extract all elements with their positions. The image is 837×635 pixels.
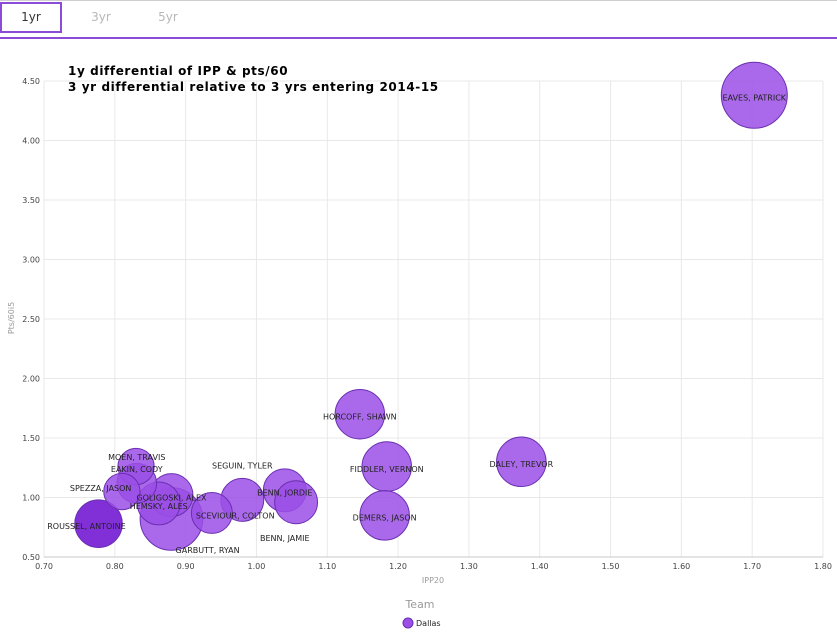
point-label: EAVES, PATRICK: [723, 94, 787, 103]
x-tick-label: 0.80: [106, 562, 124, 571]
bubbles: [74, 61, 788, 551]
point-label: FIDDLER, VERNON: [350, 465, 424, 474]
x-tick-label: 1.70: [743, 562, 761, 571]
tab-bar: 1yr 3yr 5yr: [0, 0, 837, 39]
point-label: DALEY, TREVOR: [489, 460, 553, 469]
grid: [43, 80, 824, 558]
point-labels: EAVES, PATRICK HORCOFF, SHAWN DALEY, TREVO…: [47, 94, 787, 555]
bubble-point[interactable]: [496, 436, 547, 488]
point-label: HEMSKY, ALES: [130, 502, 188, 511]
bubble-point[interactable]: [359, 490, 410, 541]
point-label: SPEZZA, JASON: [70, 484, 132, 493]
y-tick-label: 2.50: [22, 315, 40, 324]
point-label: HORCOFF, SHAWN: [323, 413, 397, 422]
point-label: SEGUIN, TYLER: [212, 461, 273, 470]
x-tick-label: 1.50: [602, 562, 620, 571]
y-tick-label: 1.50: [22, 434, 40, 443]
bubble-point[interactable]: [720, 61, 788, 129]
point-label: ROUSSEL, ANTOINE: [47, 522, 126, 531]
point-label: BENN, JAMIE: [260, 534, 310, 543]
point-label: SCEVIOUR, COLTON: [196, 511, 275, 520]
x-tick-label: 1.00: [248, 562, 266, 571]
bubble-point[interactable]: [334, 388, 386, 440]
point-label: EAKIN, CODY: [111, 465, 163, 474]
point-label: MOEN, TRAVIS: [108, 453, 165, 462]
point-label: BENN, JORDIE: [257, 489, 312, 498]
y-tick-label: 4.50: [22, 77, 40, 86]
bubble-point[interactable]: [190, 492, 233, 534]
tab-1yr[interactable]: 1yr: [0, 2, 62, 33]
tab-3yr[interactable]: 3yr: [91, 10, 111, 24]
chart-subtitle: 3 yr differential relative to 3 yrs ente…: [68, 80, 439, 94]
x-tick-label: 1.10: [318, 562, 336, 571]
y-tick-label: 2.00: [22, 375, 40, 384]
tab-5yr[interactable]: 5yr: [158, 10, 178, 24]
y-tick-label: 3.50: [22, 196, 40, 205]
legend-entry-dallas[interactable]: Dallas: [416, 619, 441, 628]
legend-marker[interactable]: [402, 617, 414, 629]
bubble-point[interactable]: [74, 499, 123, 548]
x-tick-label: 0.70: [35, 562, 53, 571]
x-tick-label: 0.90: [177, 562, 195, 571]
y-tick-label: 1.00: [22, 494, 40, 503]
chart-title: 1y differential of IPP & pts/60: [68, 64, 288, 78]
point-label: DEMERS, JASON: [353, 514, 417, 523]
x-axis-label: IPP20: [422, 576, 444, 585]
tick-labels: 0.70 0.80 0.90 1.00 1.10 1.20 1.30 1.40 1.50 1.60…: [22, 77, 832, 571]
y-tick-label: 3.00: [22, 256, 40, 265]
bubble-point[interactable]: [274, 480, 319, 525]
y-tick-label: 0.50: [22, 553, 40, 562]
y-axis-label: Pts/60i5: [7, 302, 16, 334]
legend-title: Team: [404, 598, 434, 611]
point-label: GARBUTT, RYAN: [176, 546, 240, 555]
point-label: GOLIGOSKI, ALEX: [136, 494, 207, 503]
x-tick-label: 1.60: [672, 562, 690, 571]
bubble-point[interactable]: [103, 472, 141, 511]
x-tick-label: 1.40: [531, 562, 549, 571]
x-tick-label: 1.80: [814, 562, 832, 571]
x-tick-label: 1.30: [460, 562, 478, 571]
x-tick-label: 1.20: [389, 562, 407, 571]
y-tick-label: 4.00: [22, 137, 40, 146]
